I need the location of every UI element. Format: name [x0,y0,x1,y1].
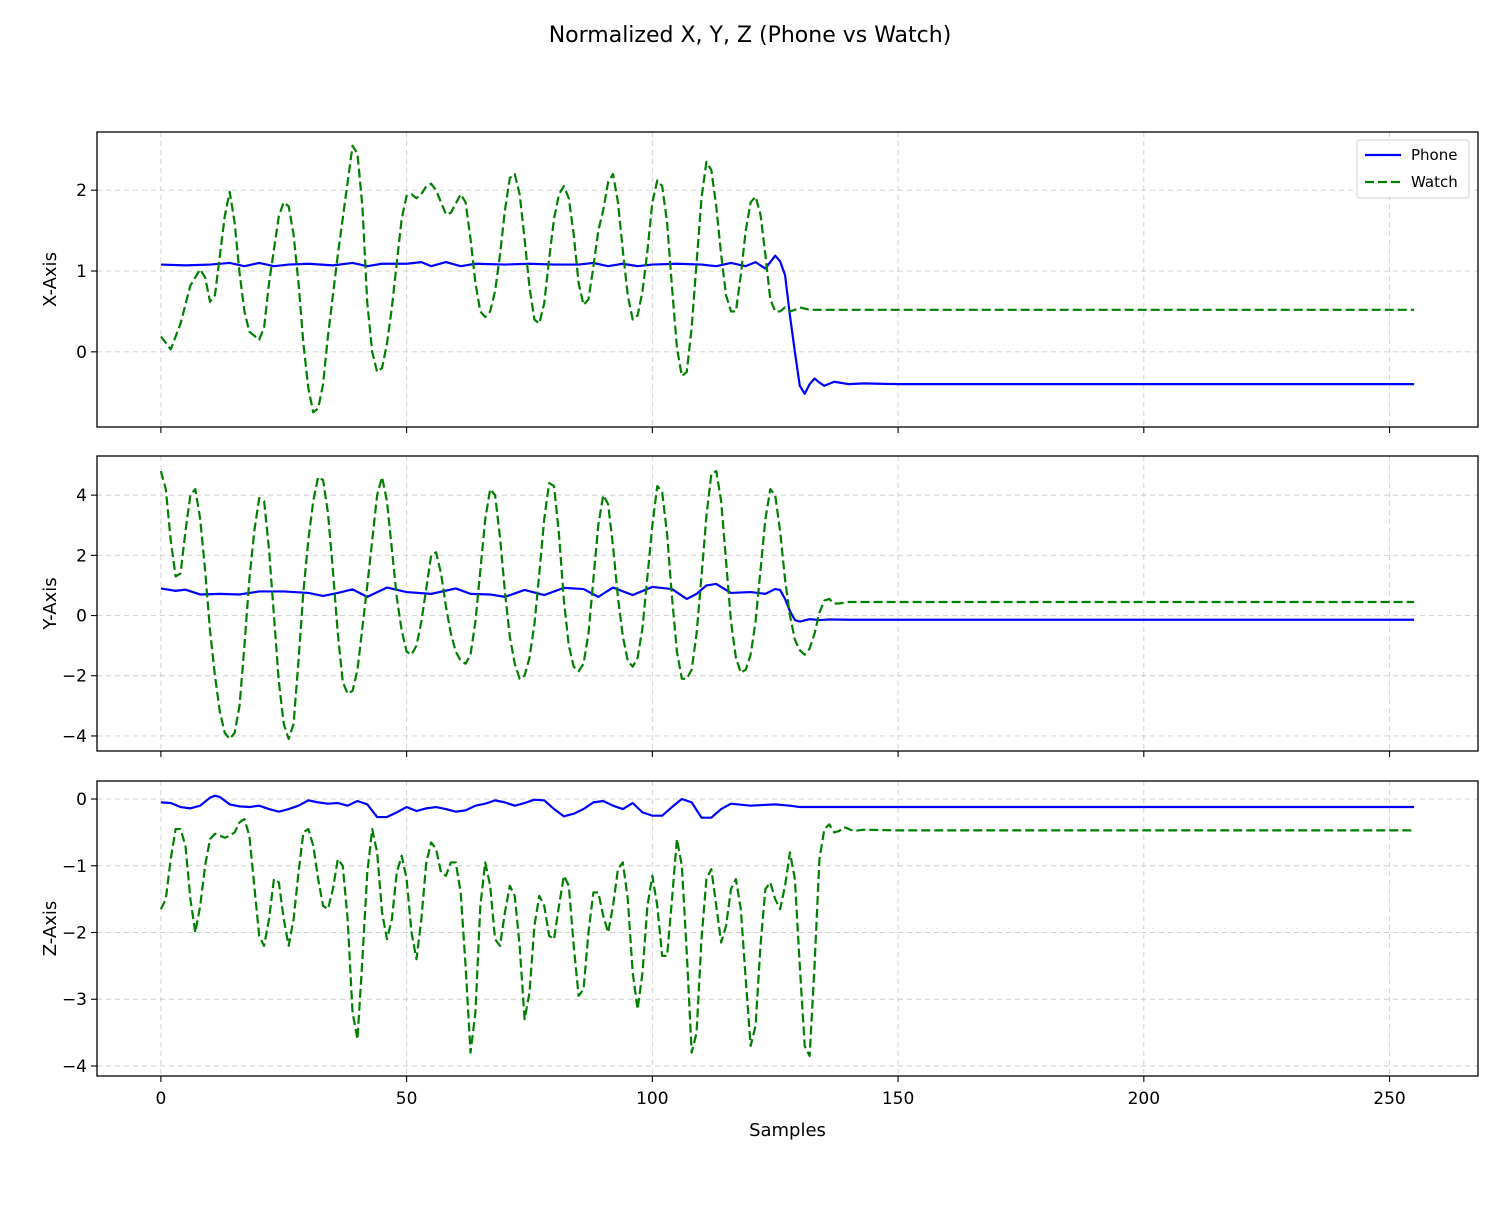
panel-frame [96,455,1479,752]
y-tick-label: −3 [62,990,87,1010]
panel-frame [96,131,1479,428]
y-tick-label: 2 [76,181,87,201]
legend-label-watch: Watch [1411,173,1458,191]
chart-title: Normalized X, Y, Z (Phone vs Watch) [549,23,952,48]
y-tick-label: −1 [62,857,87,877]
y-tick-label: 2 [76,546,87,566]
y-tick-label: −2 [62,667,87,687]
panel-1: 0 1 2 X-Axis Phone Watch [40,131,1479,433]
panel-2: −4 −2 0 2 4 Y-Axis [40,455,1479,757]
x-tick-label: 250 [1373,1089,1405,1109]
y-tick-label: 0 [76,343,87,363]
y-tick-label: −4 [62,727,87,747]
x-tick-label: 200 [1128,1089,1160,1109]
x-axis-label: Samples [749,1120,826,1141]
series-line-watch [159,469,1415,741]
panel-frame [96,780,1479,1077]
panel-3: −4 −3 −2 −1 0 0 50 100 150 200 250 Z-Axis [40,780,1479,1109]
x-tick-label: 50 [396,1089,418,1109]
legend: Phone Watch [1356,139,1470,199]
y-tick-label: −2 [62,924,87,944]
series-line-phone [160,254,1415,395]
legend-label-phone: Phone [1411,146,1457,164]
x-tick-label: 150 [882,1089,914,1109]
y-axis-label: Z-Axis [40,901,61,956]
series-line-watch [159,817,1415,1058]
y-tick-label: 4 [76,486,87,506]
y-tick-label: 0 [76,790,87,810]
y-tick-label: 1 [76,262,87,282]
y-axis-label: X-Axis [40,252,61,307]
series-line-watch [160,144,1415,414]
x-tick-label: 0 [155,1089,166,1109]
plot-layer: 0 1 2 X-Axis Phone Watch −4 −2 0 2 4 Y-Axis −4 −3 −2 −1… [40,131,1479,1141]
series-line-phone [160,582,1415,623]
y-axis-label: Y-Axis [40,577,61,630]
series-line-phone [160,794,1415,819]
x-tick-label: 100 [636,1089,668,1109]
y-tick-label: −4 [62,1057,87,1077]
y-tick-label: 0 [76,607,87,627]
